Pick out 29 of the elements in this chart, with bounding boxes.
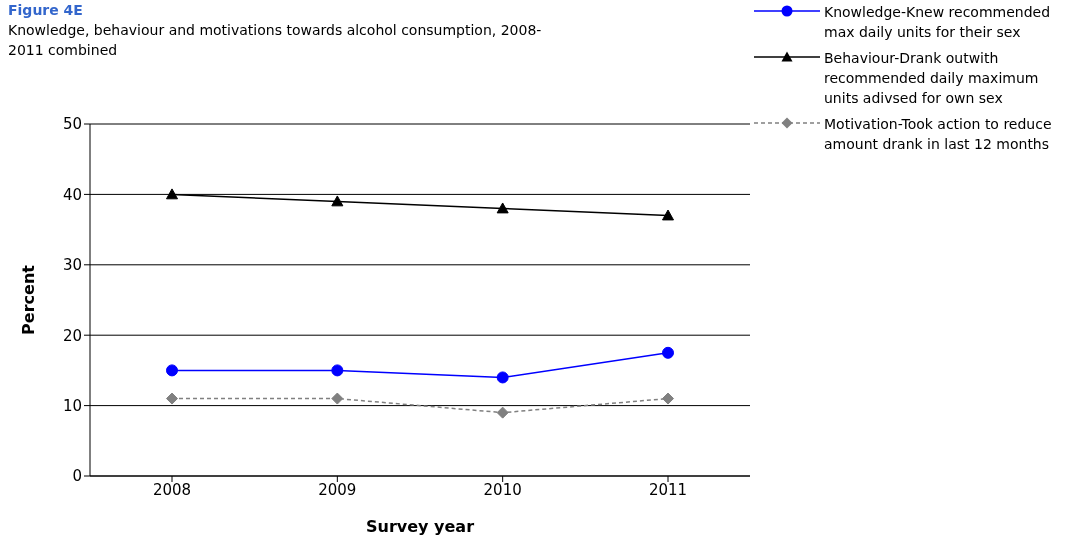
point bbox=[662, 346, 674, 359]
chart-subtitle: Knowledge, behaviour and motivations towards alcohol consumption, 2008-2011 combined bbox=[8, 21, 543, 60]
y-tick-label: 50 bbox=[62, 115, 82, 134]
point bbox=[496, 406, 509, 419]
point bbox=[496, 202, 509, 214]
point bbox=[331, 364, 344, 377]
x-axis-title: Survey year bbox=[365, 517, 475, 536]
point bbox=[166, 364, 178, 377]
x-tick-label: 2010 bbox=[483, 480, 522, 499]
point bbox=[331, 195, 344, 207]
legend-label: Behaviour-Drank outwith recommended daily maximum units adivsed for own sex bbox=[824, 49, 1040, 108]
y-tick-label: 0 bbox=[72, 467, 82, 486]
y-tick-label: 10 bbox=[62, 396, 82, 415]
y-tick-label: 20 bbox=[62, 326, 82, 345]
point bbox=[662, 209, 674, 221]
chart-title: Figure 4E bbox=[8, 2, 84, 18]
point bbox=[166, 392, 178, 405]
y-tick-label: 30 bbox=[62, 256, 82, 275]
point bbox=[331, 392, 344, 405]
x-tick-label: 2009 bbox=[318, 480, 357, 499]
legend-label: Motivation-Took action to reduce amount drank in last 12 months bbox=[824, 115, 1053, 154]
point bbox=[662, 392, 674, 405]
y-axis-title: Percent bbox=[18, 264, 38, 335]
x-tick-label: 2011 bbox=[648, 480, 688, 499]
point bbox=[496, 371, 509, 384]
point bbox=[166, 188, 178, 200]
x-tick-label: 2008 bbox=[152, 480, 192, 499]
y-tick-label: 40 bbox=[62, 185, 82, 204]
legend-label: Knowledge-Knew recommended max daily units for their sex bbox=[824, 3, 1052, 42]
